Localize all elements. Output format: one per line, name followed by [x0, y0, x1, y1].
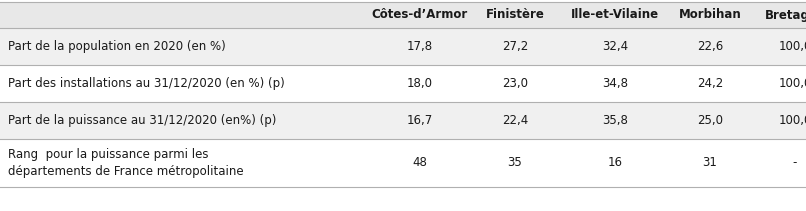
Text: 22,6: 22,6 — [697, 40, 723, 53]
Text: Ille-et-Vilaine: Ille-et-Vilaine — [571, 8, 659, 22]
Text: 17,8: 17,8 — [407, 40, 433, 53]
Text: 16: 16 — [608, 157, 622, 169]
Text: 35,8: 35,8 — [602, 114, 628, 127]
Text: 27,2: 27,2 — [502, 40, 528, 53]
Text: Finistère: Finistère — [485, 8, 544, 22]
Text: Rang  pour la puissance parmi les
départements de France métropolitaine: Rang pour la puissance parmi les départe… — [8, 148, 244, 178]
Text: 48: 48 — [413, 157, 427, 169]
Bar — [0, 28, 806, 65]
Text: -: - — [793, 157, 797, 169]
Text: Côtes-d’Armor: Côtes-d’Armor — [372, 8, 468, 22]
Text: 31: 31 — [703, 157, 717, 169]
Text: 100,0: 100,0 — [779, 40, 806, 53]
Text: 24,2: 24,2 — [697, 77, 723, 90]
Bar — [0, 102, 806, 139]
Text: 22,4: 22,4 — [502, 114, 528, 127]
Text: 25,0: 25,0 — [697, 114, 723, 127]
Text: Bretagne: Bretagne — [764, 8, 806, 22]
Text: 35: 35 — [508, 157, 522, 169]
Text: 16,7: 16,7 — [407, 114, 433, 127]
Text: Part de la population en 2020 (en %): Part de la population en 2020 (en %) — [8, 40, 226, 53]
Bar — [0, 65, 806, 102]
Bar — [0, 2, 806, 28]
Text: Part de la puissance au 31/12/2020 (en%) (p): Part de la puissance au 31/12/2020 (en%)… — [8, 114, 276, 127]
Text: 23,0: 23,0 — [502, 77, 528, 90]
Text: 18,0: 18,0 — [407, 77, 433, 90]
Bar — [0, 139, 806, 187]
Text: Morbihan: Morbihan — [679, 8, 742, 22]
Text: 100,0: 100,0 — [779, 77, 806, 90]
Text: 34,8: 34,8 — [602, 77, 628, 90]
Text: 100,0: 100,0 — [779, 114, 806, 127]
Text: Part des installations au 31/12/2020 (en %) (p): Part des installations au 31/12/2020 (en… — [8, 77, 285, 90]
Text: 32,4: 32,4 — [602, 40, 628, 53]
